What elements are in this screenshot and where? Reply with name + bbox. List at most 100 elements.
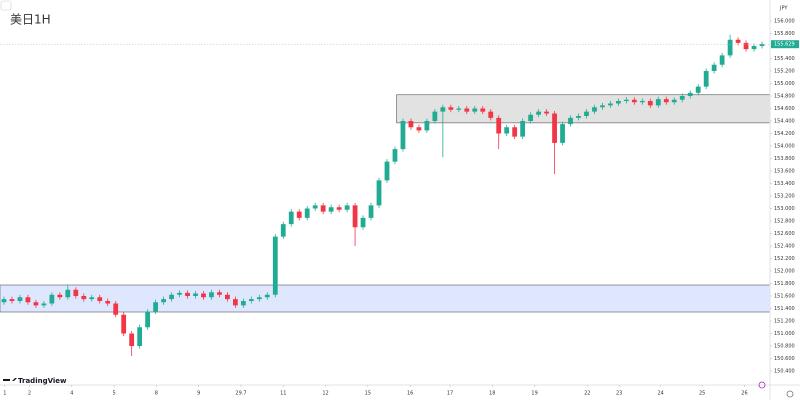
candle-body	[424, 121, 430, 131]
candle-body	[41, 303, 47, 306]
x-tick-label: 19	[531, 391, 537, 397]
candle-body	[376, 180, 382, 206]
x-tick-label: 8	[155, 391, 158, 397]
y-tick-label: 154.600	[774, 106, 795, 112]
y-tick-label: 150.800	[774, 344, 795, 350]
candle-body	[113, 303, 119, 315]
candle-body	[201, 293, 206, 298]
candle-body	[464, 108, 470, 112]
candle-body	[368, 205, 374, 218]
candle-body	[352, 205, 358, 228]
x-tick-label: 9	[197, 391, 200, 397]
collapse-button[interactable]	[0, 0, 12, 11]
x-tick-label: 16	[407, 391, 413, 397]
candle-body	[232, 299, 238, 306]
y-tick-label: 152.200	[774, 256, 795, 262]
y-tick-label: 154.400	[774, 119, 795, 125]
x-tick-label: 18	[489, 391, 495, 397]
x-tick-label: 26	[741, 391, 747, 397]
x-tick-label: 2	[28, 391, 31, 397]
y-tick-label: 156.000	[774, 19, 795, 25]
candle-body	[336, 207, 342, 210]
last-price-tag	[771, 40, 799, 49]
candle-body	[248, 299, 254, 301]
y-tick-label: 151.200	[774, 319, 795, 325]
candle-body	[623, 99, 629, 101]
candle-body	[65, 289, 71, 298]
candle-body	[679, 96, 685, 100]
candle-body	[169, 294, 174, 300]
chart-title: 美日1H	[10, 13, 51, 27]
candle-body	[320, 205, 326, 212]
y-tick-label: 152.800	[774, 219, 795, 225]
candle-body	[520, 121, 526, 137]
y-tick-label: 151.800	[774, 281, 795, 287]
candle-body	[671, 99, 677, 103]
candle-body	[703, 71, 709, 87]
candle-body	[488, 111, 494, 118]
x-tick-label: 15	[365, 391, 371, 397]
candle-body	[225, 294, 230, 300]
candles	[1, 34, 765, 356]
candle-body	[687, 92, 693, 96]
y-tick-label: 154.200	[774, 131, 795, 137]
x-tick-label: 29.7	[235, 391, 246, 397]
candle-body	[256, 297, 262, 300]
y-tick-label: 155.400	[774, 56, 795, 62]
settings-button[interactable]	[786, 390, 794, 398]
candle-body	[9, 299, 15, 301]
x-tick-label: 17	[447, 391, 453, 397]
candle-body	[552, 113, 557, 143]
candle-body	[544, 111, 549, 114]
candle-body	[344, 205, 350, 210]
y-tick-label: 151.400	[774, 306, 795, 312]
candle-body	[57, 294, 63, 298]
candle-body	[392, 149, 398, 162]
y-tick-label: 153.200	[774, 194, 795, 200]
y-tick-label: 151.600	[774, 294, 795, 300]
candle-body	[400, 121, 406, 150]
candle-body	[1, 299, 7, 303]
last-price-label: 155.629	[774, 42, 795, 48]
candle-body	[432, 111, 438, 121]
candle-body	[145, 311, 151, 328]
y-tick-label: 153.000	[774, 206, 795, 212]
candle-body	[472, 108, 478, 112]
y-tick-label: 153.600	[774, 169, 795, 175]
candle-body	[480, 108, 486, 112]
candle-body	[105, 301, 111, 304]
candle-body	[360, 217, 366, 228]
x-tick-label: 5	[113, 391, 116, 397]
y-tick-label: 153.400	[774, 181, 795, 187]
y-tick-label: 155.200	[774, 69, 795, 75]
candle-body	[217, 292, 222, 295]
y-tick-label: 153.800	[774, 156, 795, 162]
candle-body	[528, 114, 534, 121]
candle-body	[584, 111, 589, 116]
candle-body	[17, 297, 23, 301]
candle-body	[512, 127, 518, 137]
candle-body	[384, 161, 390, 181]
candle-body	[616, 101, 621, 104]
candle-body	[73, 289, 79, 296]
event-marker[interactable]	[758, 381, 766, 389]
candle-body	[639, 101, 645, 103]
candle-body	[456, 108, 462, 110]
candle-body	[304, 208, 310, 218]
candle-body	[153, 302, 158, 312]
y-tick-label: 152.400	[774, 244, 795, 250]
candle-body	[496, 117, 502, 134]
candle-body	[448, 107, 454, 110]
x-tick-label: 12	[322, 391, 328, 397]
x-tick-label: 22	[584, 391, 590, 397]
candle-body	[408, 121, 414, 128]
candle-body	[296, 211, 302, 218]
brand: TradingView	[18, 377, 67, 385]
candle-body	[288, 211, 294, 225]
candle-body	[97, 297, 103, 301]
candle-body	[193, 293, 198, 296]
candle-body	[185, 292, 190, 296]
candle-body	[560, 124, 565, 143]
